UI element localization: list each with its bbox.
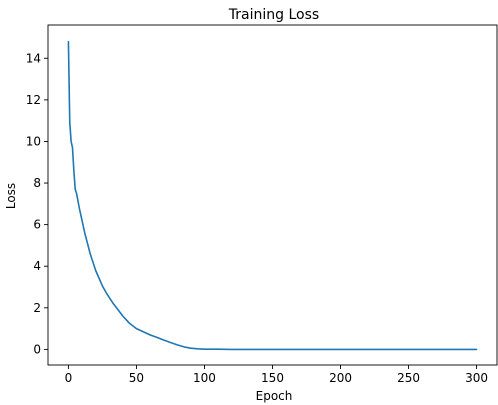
y-tick-label: 10 <box>26 134 41 148</box>
chart-title: Training Loss <box>228 7 319 23</box>
x-tick-label: 200 <box>329 371 352 385</box>
y-tick-label: 4 <box>33 259 41 273</box>
plot-frame <box>47 24 498 366</box>
y-tick-label: 14 <box>26 51 41 65</box>
y-axis-title: Loss <box>4 183 18 209</box>
x-tick-label: 0 <box>65 371 73 385</box>
y-tick-label: 0 <box>33 342 41 356</box>
x-tick-label: 100 <box>193 371 216 385</box>
x-axis-ticks: 0 50 100 150 200 250 300 <box>65 365 488 385</box>
loss-line <box>67 40 478 351</box>
y-axis-ticks: 0 2 4 6 8 10 12 14 <box>26 51 48 356</box>
y-tick-label: 2 <box>33 301 41 315</box>
x-tick-label: 50 <box>129 371 144 385</box>
y-tick-label: 12 <box>26 93 41 107</box>
y-tick-label: 6 <box>33 218 41 232</box>
x-tick-label: 250 <box>397 371 420 385</box>
x-tick-label: 300 <box>465 371 488 385</box>
y-tick-label: 8 <box>33 176 41 190</box>
x-tick-label: 150 <box>261 371 284 385</box>
x-axis-title: Epoch <box>256 389 293 403</box>
